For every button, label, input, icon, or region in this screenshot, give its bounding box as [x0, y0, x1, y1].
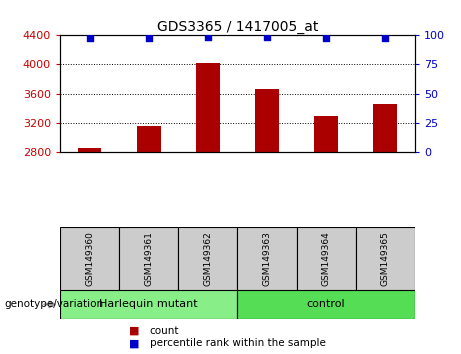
Bar	[77, 148, 101, 152]
Bar	[137, 126, 160, 152]
Title: GDS3365 / 1417005_at: GDS3365 / 1417005_at	[157, 21, 318, 34]
Text: count: count	[150, 326, 179, 336]
Text: ■: ■	[129, 338, 140, 348]
Bar	[314, 116, 338, 152]
Text: GSM149363: GSM149363	[262, 231, 272, 286]
Bar	[373, 104, 397, 152]
Point	[145, 35, 152, 41]
Bar	[196, 63, 219, 152]
Bar	[60, 290, 237, 319]
Point	[204, 34, 212, 39]
Bar	[356, 227, 415, 290]
Text: ■: ■	[129, 326, 140, 336]
Bar	[178, 227, 237, 290]
Bar	[237, 227, 296, 290]
Bar	[119, 227, 178, 290]
Point	[263, 34, 271, 39]
Point	[382, 35, 389, 41]
Text: GSM149361: GSM149361	[144, 231, 153, 286]
Text: genotype/variation: genotype/variation	[5, 299, 104, 309]
Text: control: control	[307, 299, 345, 309]
Text: percentile rank within the sample: percentile rank within the sample	[150, 338, 326, 348]
Point	[322, 35, 330, 41]
Bar	[255, 89, 279, 152]
Bar	[60, 227, 119, 290]
Text: GSM149365: GSM149365	[381, 231, 390, 286]
Point	[86, 35, 93, 41]
Text: GSM149360: GSM149360	[85, 231, 94, 286]
Bar	[237, 290, 415, 319]
Text: GSM149364: GSM149364	[322, 231, 331, 286]
Text: GSM149362: GSM149362	[203, 231, 213, 286]
Bar	[296, 227, 356, 290]
Text: Harlequin mutant: Harlequin mutant	[100, 299, 198, 309]
